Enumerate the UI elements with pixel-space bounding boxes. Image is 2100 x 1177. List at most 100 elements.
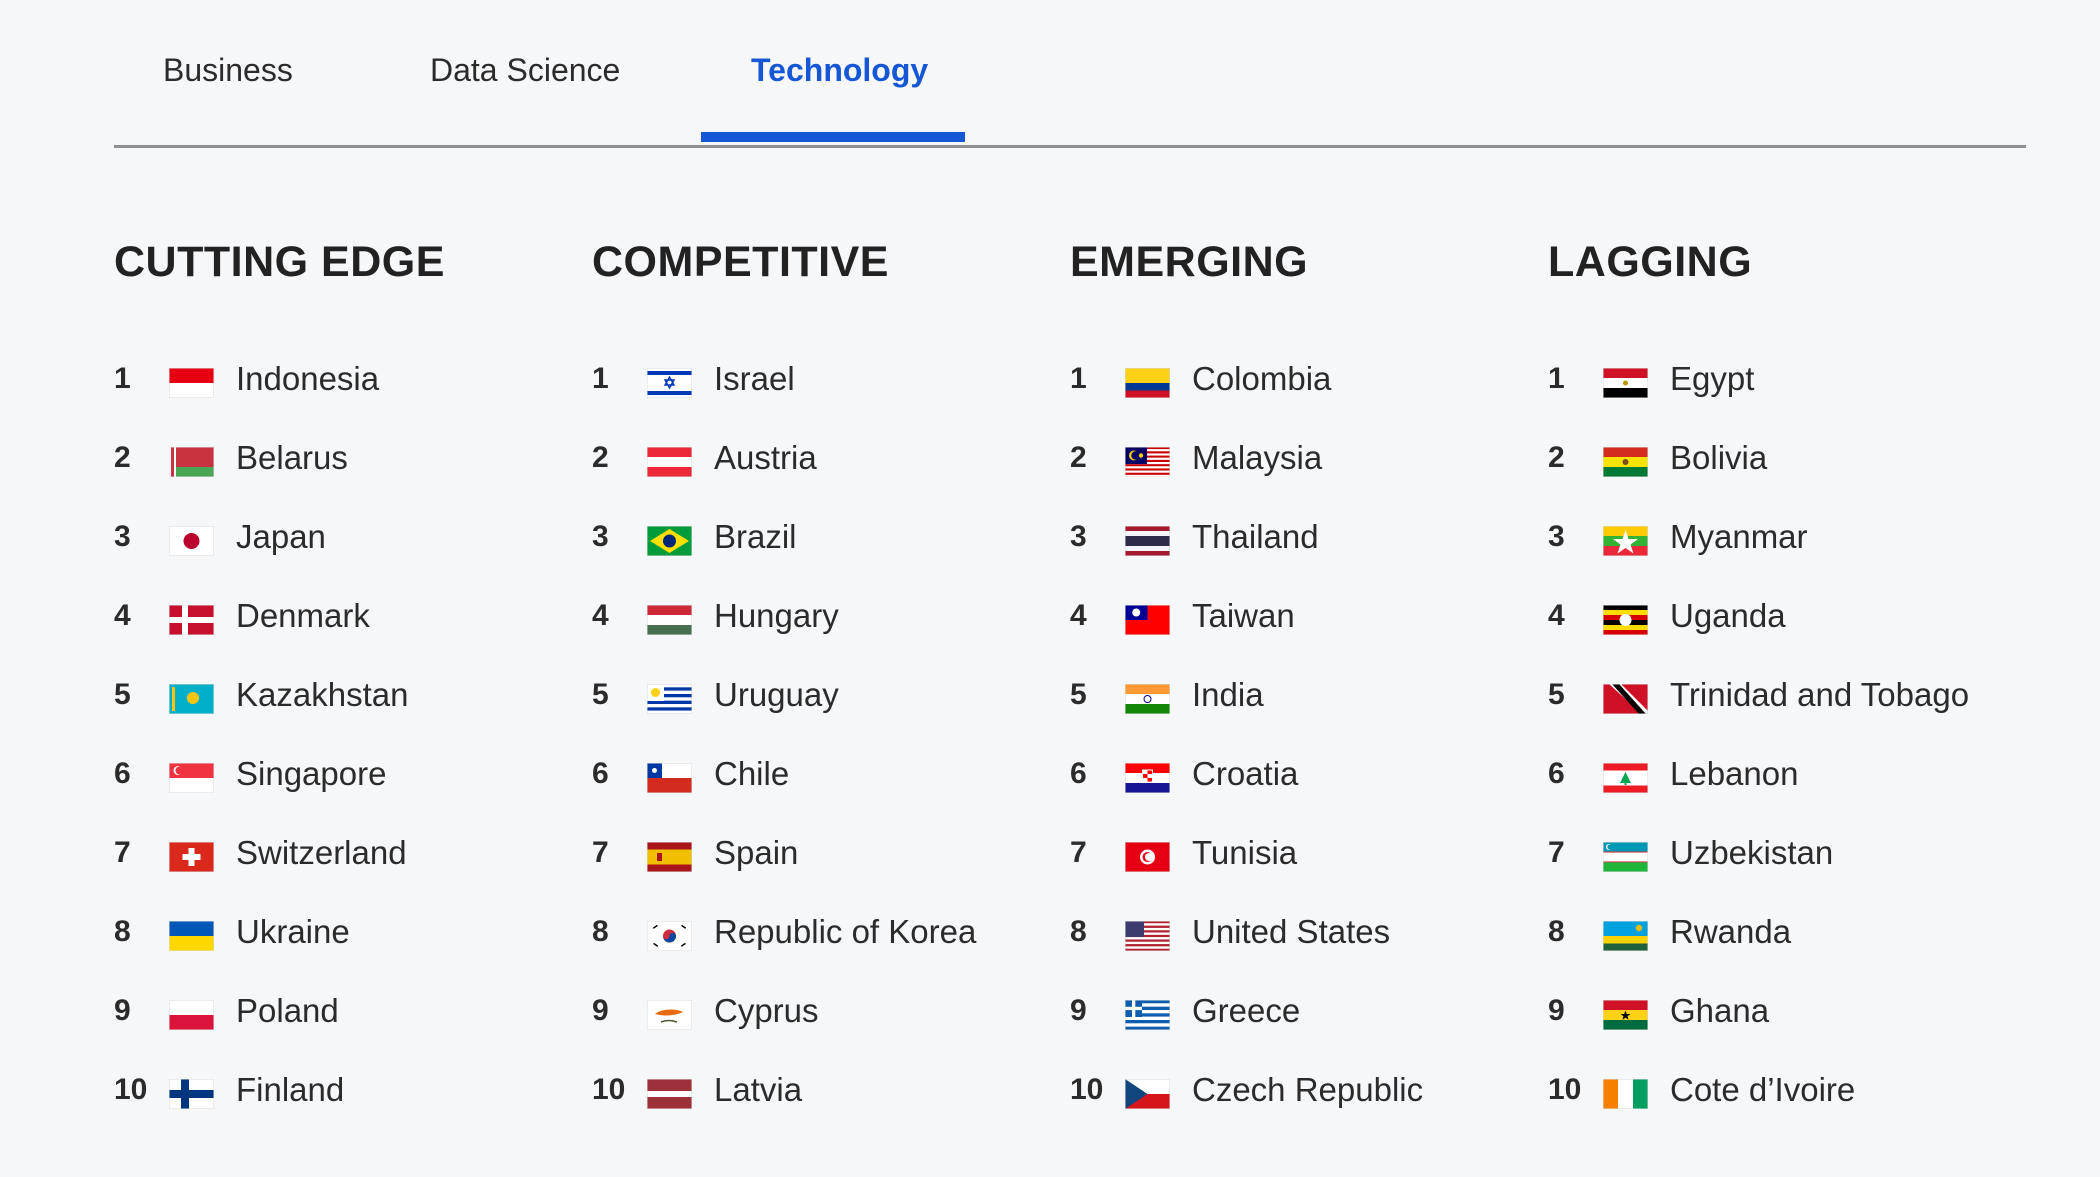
country-name: Ghana bbox=[1670, 992, 1770, 1029]
flag-in-icon bbox=[1125, 684, 1170, 715]
country-name: Tunisia bbox=[1192, 834, 1298, 871]
rank-number: 7 bbox=[592, 836, 609, 869]
flag-cz-icon bbox=[1125, 1079, 1170, 1109]
country-name: India bbox=[1192, 676, 1264, 713]
tab-data-science[interactable]: Data Science bbox=[430, 52, 621, 88]
list-item: 10 Czech Republic bbox=[1070, 1059, 1540, 1119]
rank-number: 9 bbox=[592, 994, 609, 1027]
rank-number: 8 bbox=[114, 915, 131, 948]
flag-ci-icon bbox=[1603, 1079, 1649, 1109]
list-item: 1 Egypt bbox=[1548, 348, 2018, 408]
rank-number: 10 bbox=[1548, 1073, 1582, 1106]
list-item: 3 Thailand bbox=[1070, 506, 1540, 566]
rank-number: 3 bbox=[114, 520, 131, 553]
list-item: 8 United States bbox=[1070, 901, 1540, 961]
rank-number: 1 bbox=[592, 362, 609, 395]
country-name: Austria bbox=[714, 439, 817, 476]
rank-number: 10 bbox=[114, 1073, 148, 1106]
list-item: 2 Bolivia bbox=[1548, 427, 2018, 487]
list-item: 6 Lebanon bbox=[1548, 743, 2018, 803]
country-name: Chile bbox=[714, 755, 790, 792]
flag-kz-icon bbox=[169, 684, 214, 714]
flag-kr-icon bbox=[647, 921, 692, 951]
flag-cl-icon bbox=[647, 763, 692, 793]
rank-number: 8 bbox=[592, 915, 609, 948]
list-item: 9 Greece bbox=[1070, 980, 1540, 1040]
column-title: COMPETITIVE bbox=[592, 238, 889, 286]
list-item: 2 Austria bbox=[592, 427, 1062, 487]
rank-number: 5 bbox=[592, 678, 609, 711]
flag-my-icon bbox=[1125, 447, 1170, 478]
flag-es-icon bbox=[647, 842, 692, 872]
country-name: Lebanon bbox=[1670, 755, 1799, 792]
list-item: 3 Myanmar bbox=[1548, 506, 2018, 566]
country-name: Cyprus bbox=[714, 992, 819, 1029]
flag-rw-icon bbox=[1603, 921, 1648, 951]
list-item: 4 Taiwan bbox=[1070, 585, 1540, 645]
list-item: 5 India bbox=[1070, 664, 1540, 724]
country-name: Colombia bbox=[1192, 360, 1332, 397]
tab-technology[interactable]: Technology bbox=[751, 52, 929, 88]
rank-number: 9 bbox=[114, 994, 131, 1027]
list-item: 4 Uganda bbox=[1548, 585, 2018, 645]
country-name: Uganda bbox=[1670, 597, 1786, 634]
flag-tw-icon bbox=[1125, 605, 1170, 635]
flag-jp-icon bbox=[169, 526, 214, 556]
country-name: Japan bbox=[236, 518, 326, 555]
country-name: Hungary bbox=[714, 597, 839, 634]
country-name: Brazil bbox=[714, 518, 797, 555]
rank-number: 3 bbox=[1070, 520, 1087, 553]
flag-th-icon bbox=[1125, 526, 1170, 556]
country-name: Rwanda bbox=[1670, 913, 1792, 950]
rank-number: 5 bbox=[1070, 678, 1087, 711]
list-item: 3 Brazil bbox=[592, 506, 1062, 566]
list-item: 5 Uruguay bbox=[592, 664, 1062, 724]
list-item: 5 Kazakhstan bbox=[114, 664, 584, 724]
rank-number: 6 bbox=[1548, 757, 1565, 790]
flag-ug-icon bbox=[1603, 605, 1648, 636]
list-item: 8 Rwanda bbox=[1548, 901, 2018, 961]
country-name: Myanmar bbox=[1670, 518, 1808, 555]
active-tab-indicator bbox=[701, 132, 965, 142]
rank-number: 9 bbox=[1548, 994, 1565, 1027]
country-name: Czech Republic bbox=[1192, 1071, 1424, 1108]
country-name: Croatia bbox=[1192, 755, 1299, 792]
country-name: Cote d’Ivoire bbox=[1670, 1071, 1856, 1108]
flag-bo-icon bbox=[1603, 447, 1648, 478]
country-name: Taiwan bbox=[1192, 597, 1295, 634]
list-item: 1 Israel bbox=[592, 348, 1062, 408]
rank-number: 4 bbox=[1070, 599, 1087, 632]
tab-business[interactable]: Business bbox=[163, 52, 293, 88]
country-name: Spain bbox=[714, 834, 799, 871]
list-item: 1 Indonesia bbox=[114, 348, 584, 408]
rank-number: 3 bbox=[1548, 520, 1565, 553]
flag-br-icon bbox=[647, 526, 692, 556]
flag-sg-icon bbox=[169, 763, 214, 794]
country-name: Uzbekistan bbox=[1670, 834, 1834, 871]
rank-number: 1 bbox=[1548, 362, 1565, 395]
rank-number: 6 bbox=[1070, 757, 1087, 790]
flag-tn-icon bbox=[1125, 842, 1170, 872]
flag-us-icon bbox=[1125, 921, 1170, 952]
country-name: Finland bbox=[236, 1071, 345, 1108]
rank-number: 10 bbox=[1070, 1073, 1104, 1106]
list-item: 10 Finland bbox=[114, 1059, 584, 1119]
rank-number: 7 bbox=[1548, 836, 1565, 869]
country-name: Singapore bbox=[236, 755, 387, 792]
country-name: Greece bbox=[1192, 992, 1301, 1029]
rank-number: 7 bbox=[1070, 836, 1087, 869]
rank-number: 6 bbox=[592, 757, 609, 790]
column-lagging: LAGGING 1 Egypt 2 Bolivia 3 Myanmar 4 Uganda 5 Tr… bbox=[1548, 232, 2018, 1109]
rank-number: 1 bbox=[114, 362, 131, 395]
country-name: Latvia bbox=[714, 1071, 803, 1108]
list-item: 2 Malaysia bbox=[1070, 427, 1540, 487]
flag-by-icon bbox=[169, 447, 214, 478]
flag-lb-icon bbox=[1603, 763, 1648, 793]
category-tabs: Business Data Science Technology bbox=[114, 0, 2026, 148]
rank-number: 3 bbox=[592, 520, 609, 553]
flag-dk-icon bbox=[169, 605, 214, 635]
list-item: 9 Ghana bbox=[1548, 980, 2018, 1040]
country-name: Republic of Korea bbox=[714, 913, 977, 950]
country-name: Trinidad and Tobago bbox=[1670, 676, 1970, 713]
country-name: Switzerland bbox=[236, 834, 407, 871]
